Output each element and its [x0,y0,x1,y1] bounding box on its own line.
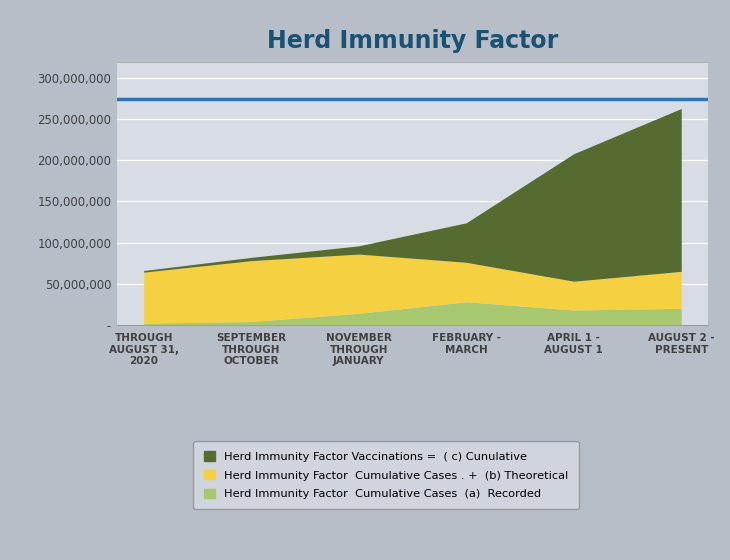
Title: Herd Immunity Factor: Herd Immunity Factor [267,29,558,53]
Legend: Herd Immunity Factor Vaccinations =  ( c) Cunulative, Herd Immunity Factor  Cumu: Herd Immunity Factor Vaccinations = ( c)… [193,441,579,510]
